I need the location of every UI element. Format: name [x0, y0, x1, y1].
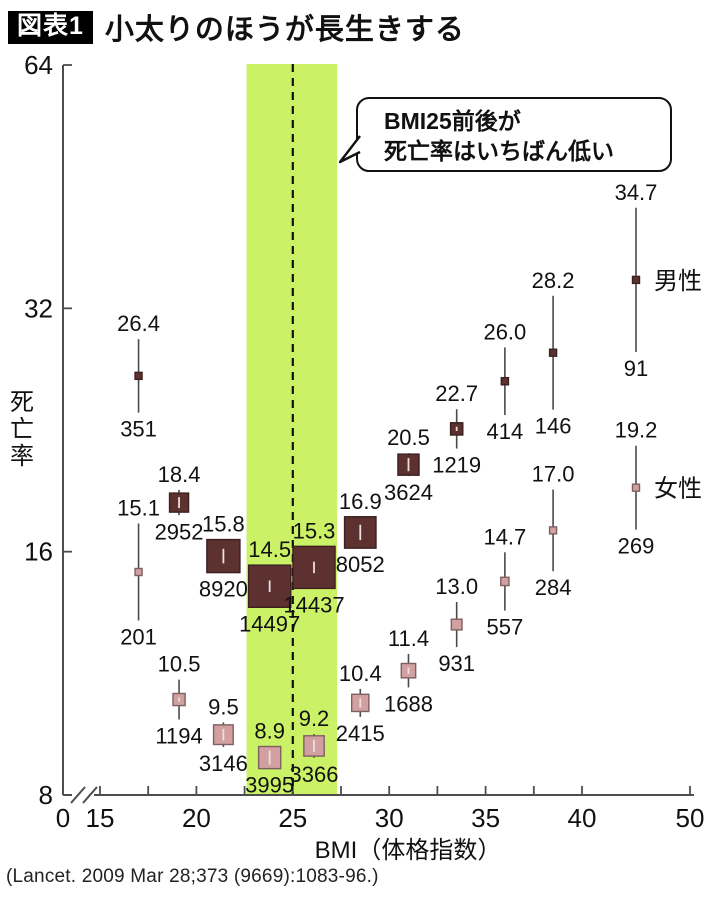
count-label-male: 91 — [624, 356, 648, 381]
y-axis-title: 率 — [10, 443, 34, 470]
count-label-female: 557 — [487, 615, 524, 640]
figure-badge: 図表1 — [8, 10, 93, 44]
count-label-male: 2952 — [155, 519, 204, 544]
count-label-female: 3366 — [290, 762, 339, 787]
callout-tail — [338, 135, 361, 164]
rate-label-female: 8.9 — [254, 719, 285, 744]
data-point-male — [500, 376, 510, 386]
y-tick-label: 64 — [24, 50, 53, 80]
data-point-female — [450, 618, 463, 631]
count-label-male: 146 — [535, 414, 572, 439]
rate-label-female: 10.5 — [158, 652, 201, 677]
y-tick-label: 16 — [24, 537, 53, 567]
y-axis-title: 亡 — [10, 416, 34, 443]
y-tick-label: 8 — [39, 780, 53, 810]
count-label-male: 351 — [120, 417, 157, 442]
count-label-female: 1688 — [384, 691, 433, 716]
rate-label-male: 28.2 — [532, 268, 575, 293]
series-label-male: 男性 — [654, 268, 702, 295]
count-label-male: 14497 — [239, 611, 300, 636]
x-tick-label: 15 — [86, 803, 115, 833]
series-label-female: 女性 — [654, 476, 702, 503]
count-label-female: 1194 — [155, 723, 202, 748]
x-axis-title: BMI（体格指数） — [315, 837, 502, 864]
x-tick-label: 30 — [375, 803, 404, 833]
x-tick-label: 50 — [676, 803, 705, 833]
rate-label-male: 18.4 — [158, 462, 201, 487]
rate-label-female: 15.1 — [117, 495, 160, 520]
data-point-male — [343, 516, 377, 549]
count-label-male: 3624 — [384, 480, 433, 505]
count-label-female: 3995 — [245, 773, 294, 798]
x-tick-label: 20 — [182, 803, 211, 833]
rate-label-female: 17.0 — [532, 462, 575, 487]
rate-label-male: 20.5 — [387, 425, 430, 450]
count-label-male: 14437 — [283, 592, 344, 617]
source-citation: (Lancet. 2009 Mar 28;373 (9669):1083-96.… — [6, 866, 379, 887]
figure-title: 小太りのほうが長生きする — [104, 14, 465, 46]
callout-line-1: BMI25前後が — [384, 108, 521, 134]
rate-label-female: 9.5 — [208, 694, 239, 719]
rate-label-male: 15.8 — [202, 512, 245, 537]
axis-break-slash — [70, 786, 86, 804]
count-label-female: 2415 — [336, 721, 385, 746]
callout-bubble: BMI25前後が 死亡率はいちばん低い — [338, 97, 672, 172]
y-tick-label: 32 — [24, 293, 53, 323]
x-tick-label: 25 — [278, 803, 307, 833]
rate-label-male: 14.5 — [248, 537, 291, 562]
data-point-female — [134, 567, 143, 577]
rate-label-male: 15.3 — [293, 518, 336, 543]
x-tick-label: 35 — [471, 803, 500, 833]
count-label-male: 1219 — [432, 453, 481, 478]
count-label-male: 8052 — [336, 552, 385, 577]
callout-text: BMI25前後が 死亡率はいちばん低い — [384, 106, 614, 167]
x-tick-label: 0 — [56, 803, 70, 833]
x-tick-label: 40 — [568, 803, 597, 833]
data-point-female — [500, 576, 510, 587]
rate-label-male: 16.9 — [339, 489, 382, 514]
count-label-female: 3146 — [199, 751, 248, 776]
rate-label-female: 11.4 — [388, 626, 429, 651]
rate-label-male: 26.4 — [117, 311, 160, 336]
count-label-female: 284 — [535, 575, 572, 600]
callout-line-2: 死亡率はいちばん低い — [384, 138, 614, 165]
data-point-male — [548, 348, 558, 357]
rate-label-female: 19.2 — [615, 418, 658, 443]
rate-label-female: 10.4 — [339, 661, 382, 686]
count-label-female: 201 — [120, 625, 157, 650]
count-label-female: 269 — [618, 534, 655, 559]
rate-label-male: 22.7 — [435, 381, 478, 406]
data-point-female — [631, 483, 641, 492]
rate-label-female: 9.2 — [299, 706, 330, 731]
count-label-female: 931 — [438, 651, 475, 676]
y-axis-title: 死 — [10, 389, 34, 416]
axis-break-slash — [82, 786, 98, 804]
data-point-female — [548, 526, 558, 535]
count-label-male: 8920 — [199, 577, 248, 602]
rate-label-female: 14.7 — [483, 524, 526, 549]
rate-label-male: 26.0 — [483, 319, 526, 344]
data-point-male — [134, 371, 143, 381]
rate-label-male: 34.7 — [615, 180, 658, 205]
data-point-male — [631, 275, 641, 285]
page-title: 図表1 小太りのほうが長生きする — [8, 6, 465, 48]
count-label-male: 414 — [487, 419, 524, 444]
rate-label-female: 13.0 — [435, 574, 478, 599]
